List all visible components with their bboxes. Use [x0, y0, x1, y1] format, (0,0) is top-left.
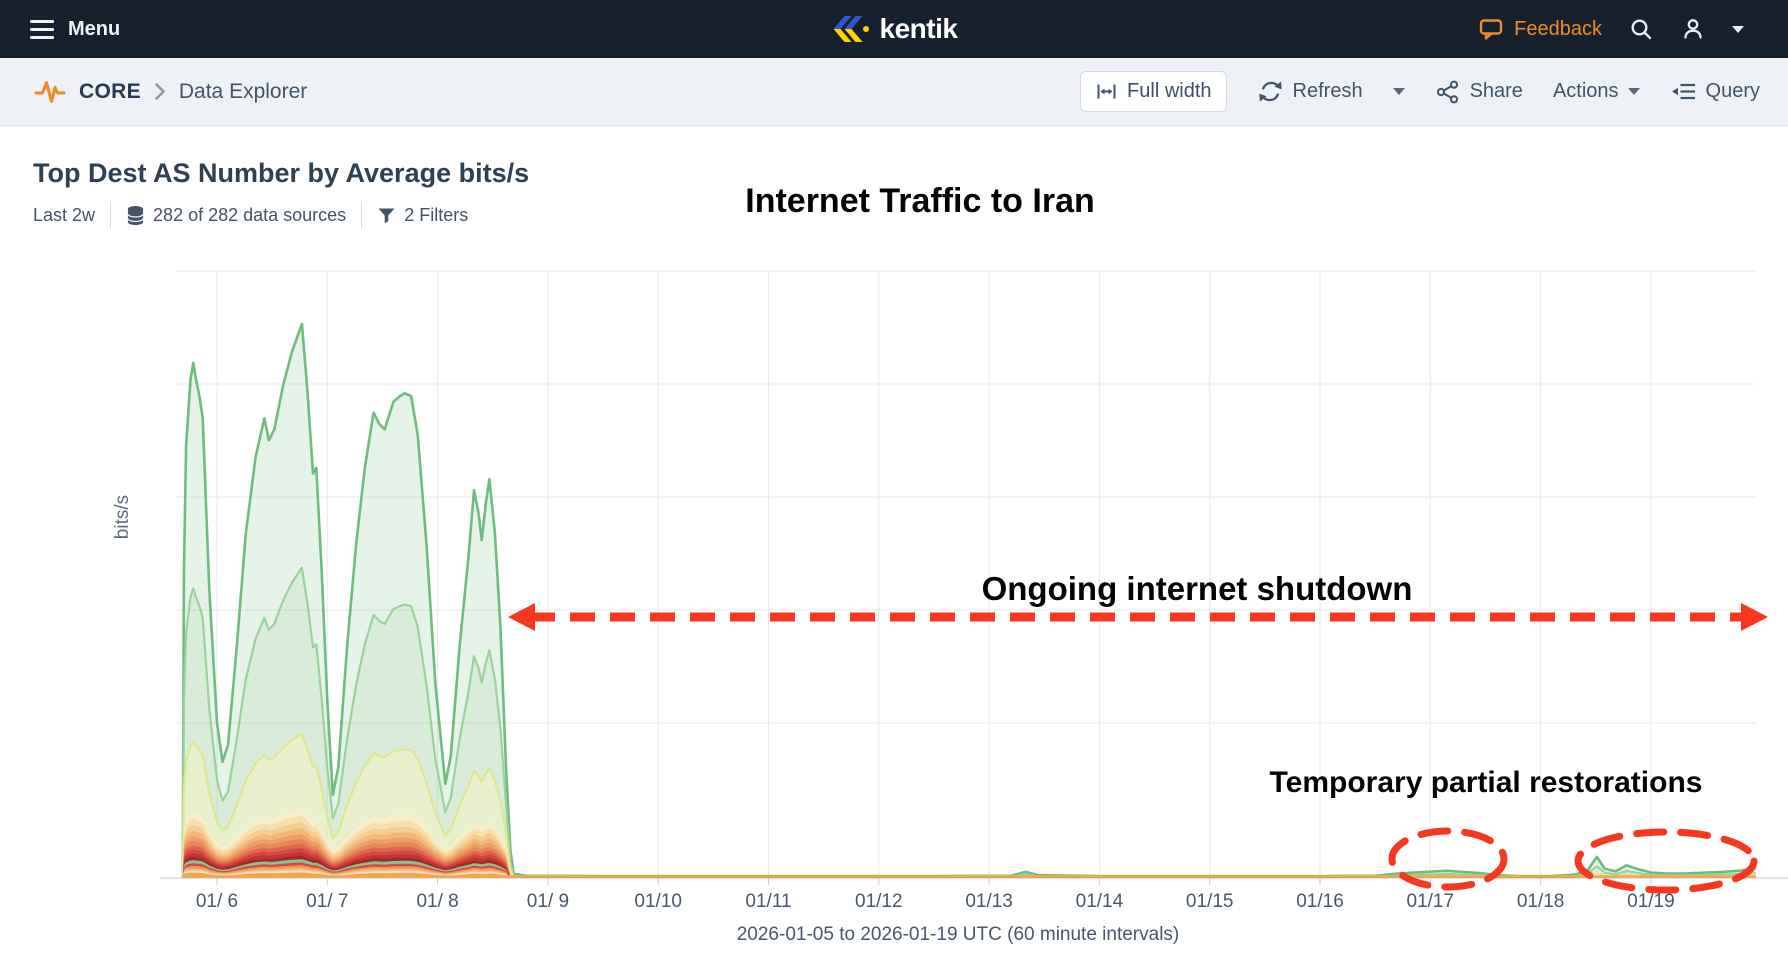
x-tick-label: 01/17	[1407, 891, 1455, 912]
breadcrumb-page-data-explorer[interactable]: Data Explorer	[178, 79, 308, 103]
refresh-icon	[1258, 81, 1282, 102]
restorations-annotation-label: Temporary partial restorations	[1270, 766, 1703, 799]
x-tick-label: 01/10	[634, 891, 682, 912]
shutdown-annotation-label: Ongoing internet shutdown	[982, 570, 1413, 607]
query-label: Query	[1705, 80, 1760, 102]
shutdown-arrowhead-right	[1741, 603, 1768, 631]
full-width-label: Full width	[1127, 80, 1212, 102]
filters-control[interactable]: 2 Filters	[377, 205, 468, 226]
pulse-icon	[34, 80, 66, 103]
x-tick-label: 01/11	[745, 891, 791, 912]
x-tick-label: 01/13	[965, 891, 1013, 912]
menu-label: Menu	[68, 17, 121, 40]
data-sources-control[interactable]: 282 of 282 data sources	[126, 205, 346, 226]
logo-text: kentik	[879, 13, 958, 44]
chart-series-areas	[181, 322, 1756, 879]
full-width-button[interactable]: Full width	[1080, 71, 1227, 112]
shutdown-arrowhead-left	[508, 603, 535, 631]
refresh-button[interactable]: Refresh	[1257, 78, 1363, 105]
chevron-down-icon	[1392, 88, 1405, 95]
restoration-ellipse	[1388, 827, 1508, 891]
y-axis-label: bits/s	[112, 495, 133, 539]
speech-bubble-icon	[1479, 19, 1503, 40]
x-tick-label: 01/15	[1186, 891, 1234, 912]
share-nodes-icon	[1436, 80, 1458, 103]
chart-heading: Internet Traffic to Iran	[745, 182, 1095, 220]
share-label: Share	[1469, 80, 1523, 102]
x-tick-label: 01/19	[1627, 891, 1675, 912]
search-button[interactable]	[1628, 16, 1654, 42]
expand-width-icon	[1097, 84, 1116, 99]
x-tick-label: 01/14	[1076, 891, 1124, 912]
time-range-control[interactable]: Last 2w	[33, 204, 96, 225]
user-menu-button[interactable]	[1680, 16, 1706, 42]
outdent-icon	[1671, 83, 1695, 100]
x-tick-label: 01/ 8	[416, 891, 458, 912]
restoration-ellipse	[1574, 828, 1758, 894]
chart-text-labels: Internet Traffic to Iran Ongoing interne…	[112, 182, 1702, 945]
meta-divider	[361, 202, 363, 228]
breadcrumb-section-core[interactable]: CORE	[79, 79, 141, 103]
query-meta-row: Last 2w 282 of 282 data sources 2 Filter…	[33, 201, 468, 229]
actions-button[interactable]: Actions	[1553, 80, 1640, 103]
refresh-label: Refresh	[1292, 80, 1363, 102]
kentik-chevrons-icon	[833, 16, 870, 42]
filters-label: 2 Filters	[404, 204, 469, 225]
x-tick-label: 01/12	[855, 891, 903, 912]
top-navigation-bar: Menu kentik Feedback	[0, 0, 1788, 58]
search-icon	[1631, 19, 1652, 40]
hamburger-icon	[30, 19, 54, 39]
breadcrumb: CORE Data Explorer	[34, 58, 307, 125]
share-button[interactable]: Share	[1435, 79, 1523, 105]
panel-title: Top Dest AS Number by Average bits/s	[33, 158, 530, 188]
meta-divider	[110, 202, 112, 228]
funnel-icon	[378, 208, 395, 223]
chevron-down-icon	[1732, 25, 1744, 33]
x-tick-label: 01/ 7	[306, 891, 348, 912]
chevron-down-icon	[1627, 88, 1640, 95]
x-tick-label: 01/16	[1296, 891, 1344, 912]
x-tick-label: 01/18	[1517, 891, 1565, 912]
refresh-options-caret[interactable]	[1392, 88, 1405, 95]
toolbar-actions: Full width Refresh	[1080, 58, 1760, 125]
kentik-logo[interactable]: kentik	[831, 0, 958, 58]
chevron-right-icon	[155, 83, 165, 100]
series-green-top	[182, 324, 1756, 878]
topbar-actions: Feedback	[1478, 0, 1744, 58]
chart-annotations	[508, 603, 1768, 894]
database-icon	[127, 205, 144, 225]
actions-label: Actions	[1552, 80, 1619, 102]
menu-button[interactable]: Menu	[30, 0, 120, 58]
x-tick-label: 01/ 6	[196, 891, 238, 912]
user-menu-caret[interactable]	[1732, 25, 1744, 33]
data-sources-label: 282 of 282 data sources	[153, 204, 347, 225]
user-icon	[1684, 19, 1702, 39]
chart-x-axis: 01/ 6 01/ 7 01/ 8 01/ 9 01/10 01/11 01/12 01/13…	[196, 878, 1675, 912]
feedback-label: Feedback	[1514, 17, 1602, 40]
explorer-toolbar: CORE Data Explorer Full width	[0, 58, 1788, 126]
x-tick-label: 01/ 9	[527, 891, 569, 912]
chart-caption: 2026-01-05 to 2026-01-19 UTC (60 minute …	[737, 924, 1180, 945]
query-button[interactable]: Query	[1670, 79, 1760, 104]
feedback-button[interactable]: Feedback	[1478, 16, 1602, 42]
